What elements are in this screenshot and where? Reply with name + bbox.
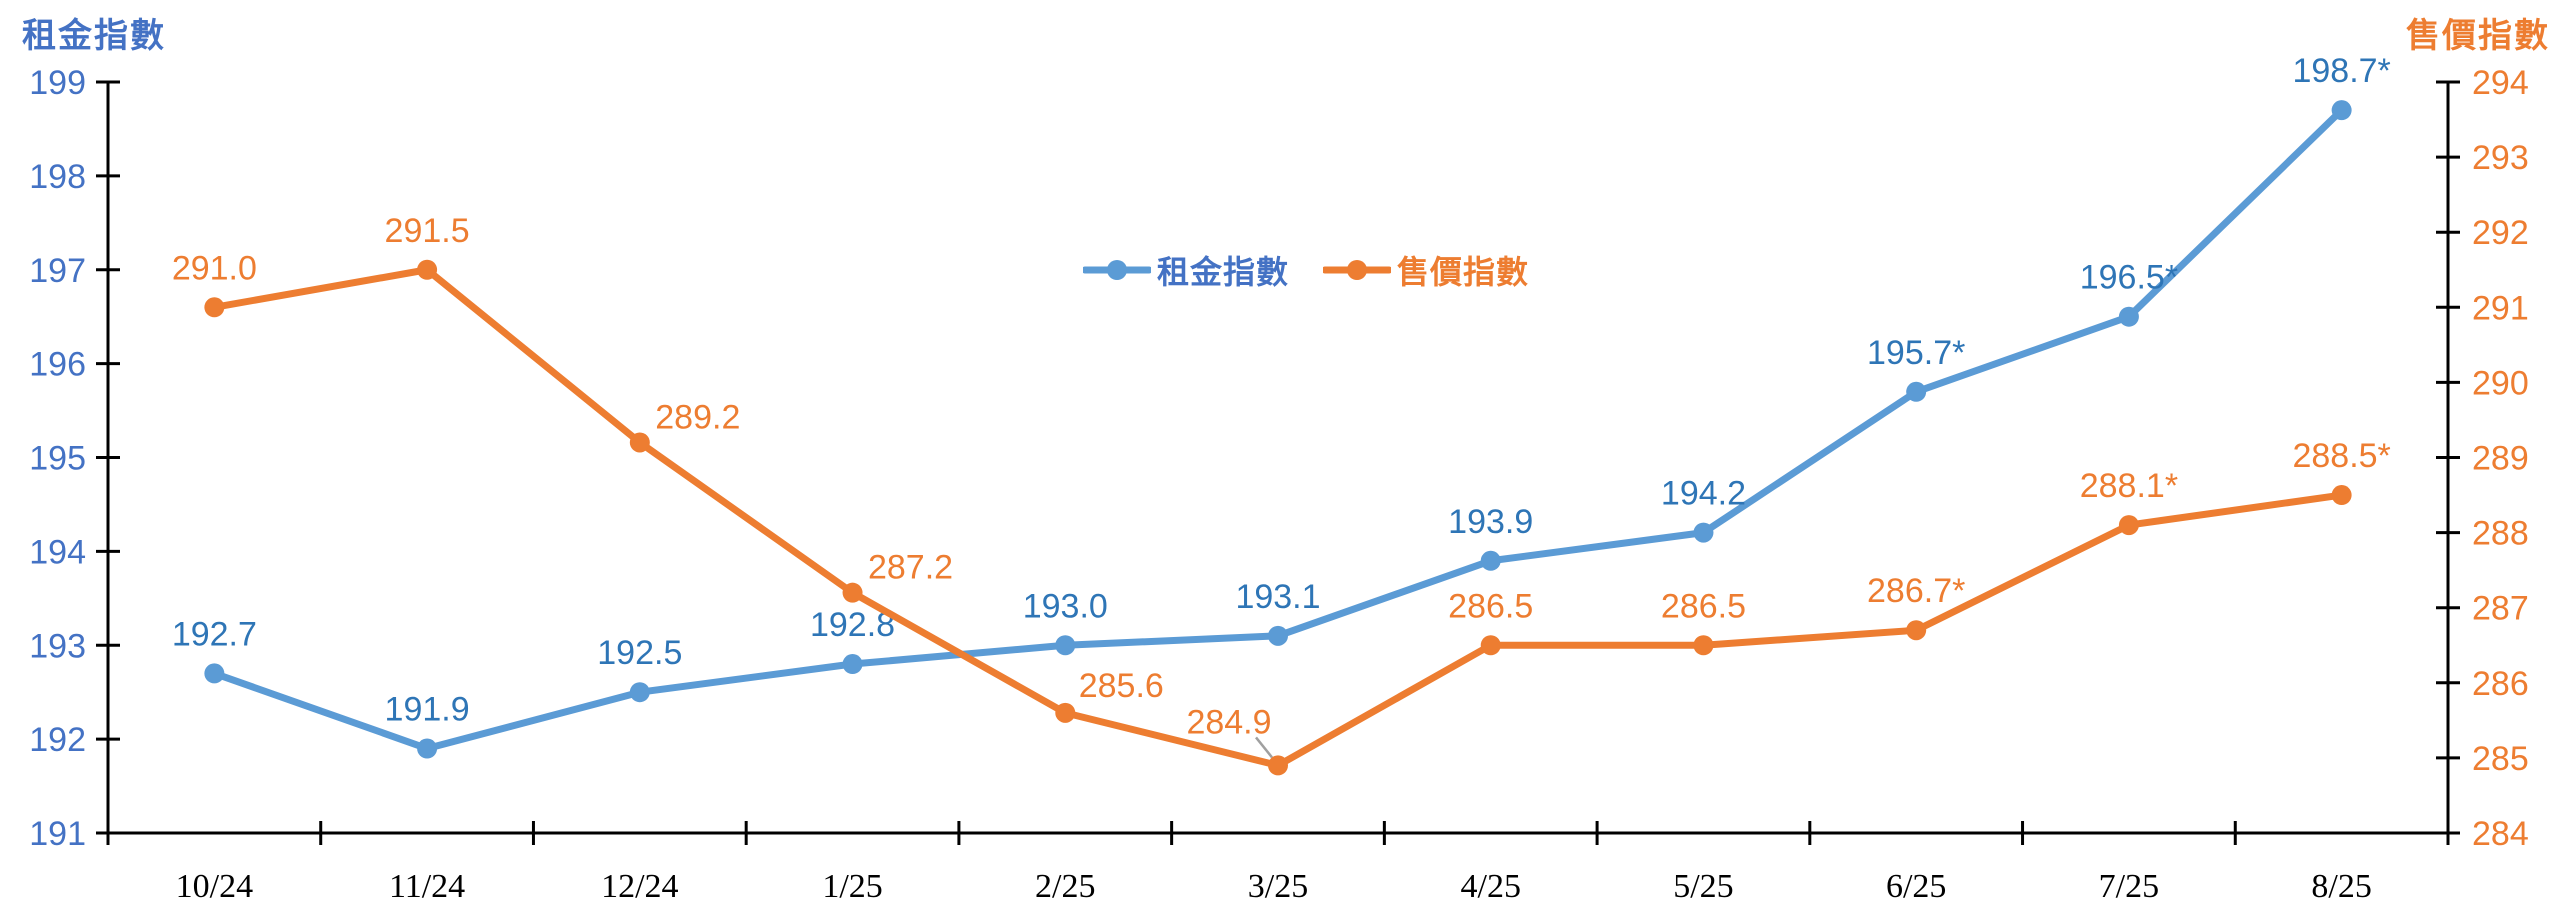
rent-data-point	[204, 663, 225, 684]
left-axis-tick-label: 196	[29, 346, 86, 384]
right-axis-tick-label: 289	[2472, 440, 2529, 478]
rent-data-point	[2331, 100, 2352, 121]
price-data-label: 291.0	[172, 249, 257, 287]
price-data-point	[842, 582, 863, 603]
rent-data-label: 193.0	[1023, 587, 1108, 625]
rent-data-label: 194.2	[1661, 475, 1746, 513]
x-axis-category-label: 7/25	[2099, 868, 2159, 905]
rent-data-point	[842, 654, 863, 675]
x-axis-category-label: 8/25	[2311, 868, 2371, 905]
left-axis-tick-label: 191	[29, 815, 86, 853]
rent-data-point	[1480, 550, 1501, 571]
rent-data-point	[629, 682, 650, 703]
price-data-label: 286.5	[1448, 587, 1533, 625]
x-axis-category-label: 10/24	[176, 868, 253, 905]
rent-data-label: 196.5*	[2080, 259, 2178, 297]
legend: 租金指數 售價指數	[1083, 247, 1529, 293]
rent-index-line	[210, 106, 2346, 753]
price-data-point	[1906, 620, 1927, 641]
x-axis-category-label: 6/25	[1886, 868, 1946, 905]
right-axis-tick-label: 285	[2472, 740, 2529, 778]
x-axis-category-label: 2/25	[1035, 868, 1095, 905]
left-axis-tick-label: 198	[29, 158, 86, 196]
rent-data-label: 193.9	[1448, 503, 1533, 541]
left-axis-tick-label: 193	[29, 627, 86, 665]
legend-label-price-index: 售價指數	[1397, 254, 1530, 290]
right-axis-tick-label: 284	[2472, 815, 2529, 853]
price-data-label: 288.5*	[2292, 437, 2390, 475]
right-axis-tick-label: 291	[2472, 289, 2529, 327]
rent-data-label: 192.7	[172, 615, 257, 653]
right-axis-title: 售價指數	[2406, 17, 2550, 55]
rent-data-point	[2118, 306, 2139, 327]
legend-label-rent-index: 租金指數	[1157, 254, 1290, 290]
right-axis-tick-label: 288	[2472, 515, 2529, 553]
price-data-label: 288.1*	[2080, 467, 2178, 505]
left-axis-title: 租金指數	[22, 17, 166, 55]
x-axis-category-label: 3/25	[1248, 868, 1308, 905]
x-axis-category-label: 1/25	[822, 868, 882, 905]
right-axis-tick-label: 292	[2472, 214, 2529, 252]
rent-data-point	[1268, 625, 1288, 646]
left-axis-tick-label: 192	[29, 721, 86, 759]
left-axis-tick-label: 195	[29, 440, 86, 478]
right-axis-tick-label: 294	[2472, 64, 2529, 102]
price-data-point	[1480, 635, 1501, 656]
right-axis-tick-label: 290	[2472, 364, 2529, 402]
price-data-point	[1268, 755, 1288, 776]
rent-data-point	[1055, 635, 1076, 656]
x-axis-category-label: 5/25	[1673, 868, 1733, 905]
right-axis-tick-label: 287	[2472, 590, 2529, 628]
price-data-label: 286.7*	[1867, 572, 1965, 610]
right-axis-tick-label: 293	[2472, 139, 2529, 177]
right-axis-tick-label: 286	[2472, 665, 2529, 703]
price-data-point	[629, 432, 650, 453]
price-data-label: 291.5	[385, 212, 470, 250]
x-axis-category-label: 12/24	[601, 868, 678, 905]
rent-data-point	[1693, 522, 1714, 543]
x-axis-category-label: 4/25	[1461, 868, 1521, 905]
rent-data-label: 198.7*	[2292, 52, 2390, 90]
x-axis-category-label: 11/24	[389, 868, 465, 905]
price-data-label: 286.5	[1661, 587, 1746, 625]
legend-item-rent-index: 租金指數	[1083, 247, 1289, 293]
rent-data-label: 195.7*	[1867, 334, 1965, 372]
price-data-label: 289.2	[655, 398, 740, 436]
price-data-point	[1055, 702, 1076, 723]
price-data-point	[204, 297, 225, 318]
price-data-point	[1693, 635, 1714, 656]
data-label-leader-line	[1255, 736, 1273, 759]
rent-data-label: 191.9	[385, 691, 470, 729]
legend-marker-price-icon	[1323, 260, 1392, 280]
legend-item-price-index: 售價指數	[1323, 247, 1529, 293]
rent-data-point	[417, 738, 438, 759]
rent-data-label: 192.5	[597, 634, 682, 672]
left-axis-tick-label: 194	[29, 533, 86, 571]
rent-data-label: 193.1	[1235, 578, 1320, 616]
price-data-label: 285.6	[1079, 667, 1164, 705]
legend-marker-rent-icon	[1083, 260, 1151, 280]
left-axis-tick-label: 199	[29, 64, 86, 102]
price-data-point	[417, 259, 438, 280]
rent-data-point	[1906, 381, 1927, 402]
left-axis-tick-label: 197	[29, 252, 86, 290]
price-index-line	[210, 266, 2346, 769]
price-data-label: 284.9	[1186, 703, 1271, 741]
price-data-point	[2118, 515, 2139, 536]
price-data-label: 287.2	[868, 549, 953, 587]
price-data-point	[2331, 485, 2352, 506]
